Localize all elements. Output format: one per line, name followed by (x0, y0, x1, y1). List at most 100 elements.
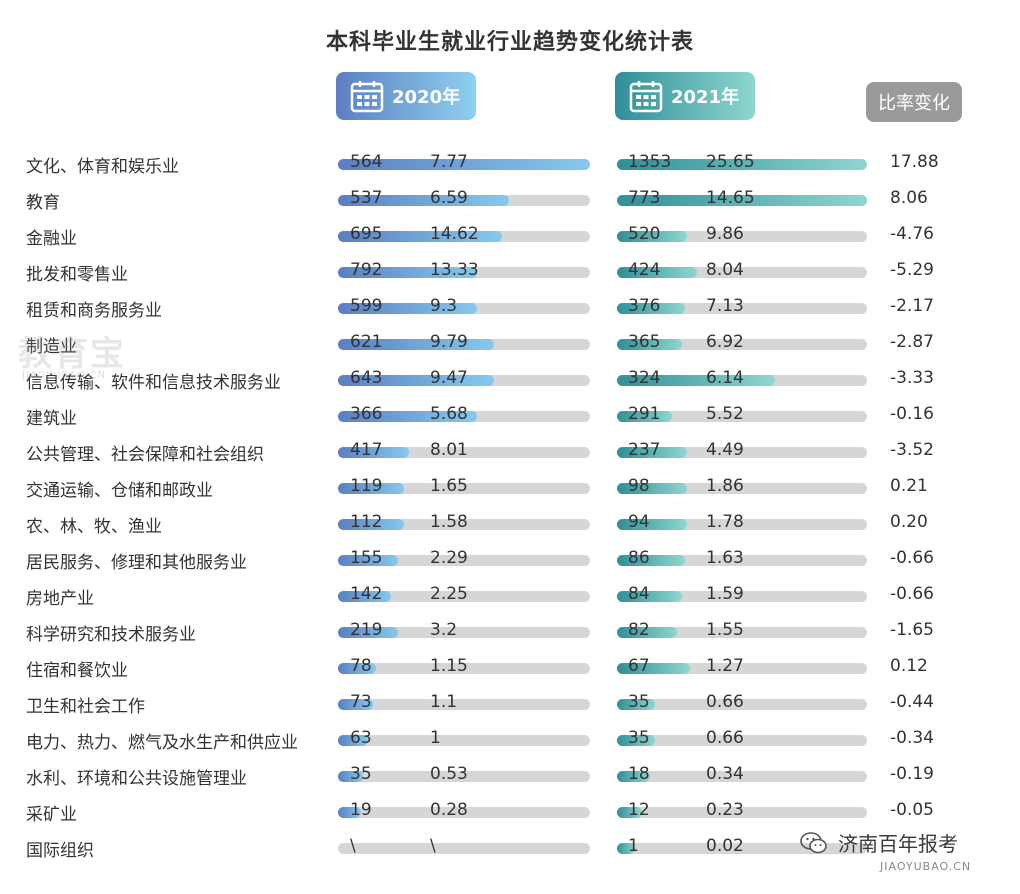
bar-2021 (617, 231, 687, 242)
brand-signature: 济南百年报考 (800, 828, 958, 857)
table-row: 教育 537 6.59 773 14.65 8.06 (0, 182, 1020, 218)
percent-2021-label: 0.34 (706, 764, 744, 784)
count-2020-label: 155 (350, 548, 383, 568)
change-value-label: 0.20 (890, 512, 928, 532)
percent-2021-label: 1.55 (706, 620, 744, 640)
bar-2020 (338, 627, 399, 638)
category-label: 信息传输、软件和信息技术服务业 (26, 373, 281, 393)
percent-2021-label: 0.23 (706, 800, 744, 820)
count-2020-label: 564 (350, 152, 383, 172)
change-value-label: -0.34 (890, 728, 934, 748)
bar-track-2021 (617, 231, 867, 242)
table-row: 制造业 621 9.79 365 6.92 -2.87 (0, 326, 1020, 362)
bar-track-2021 (617, 483, 867, 494)
bar-track-2021 (617, 339, 867, 350)
count-2021-label: 376 (628, 296, 661, 316)
bar-track-2020 (338, 591, 590, 602)
category-label: 建筑业 (26, 409, 77, 429)
percent-2020-label: 9.47 (430, 368, 468, 388)
bar-2021 (617, 339, 682, 350)
count-2020-label: 417 (350, 440, 383, 460)
count-2020-label: 599 (350, 296, 383, 316)
count-2020-label: 537 (350, 188, 383, 208)
category-label: 电力、热力、燃气及水生产和供应业 (26, 733, 298, 753)
change-value-label: 17.88 (890, 152, 939, 172)
bar-track-2020 (338, 159, 590, 170)
bar-2021 (617, 159, 867, 170)
percent-2020-label: 3.2 (430, 620, 458, 640)
category-label: 采矿业 (26, 805, 77, 825)
bar-track-2021 (617, 627, 867, 638)
bar-track-2021 (617, 843, 867, 854)
count-2020-label: 792 (350, 260, 383, 280)
watermark-text: 教育宝 (18, 334, 126, 374)
percent-2020-label: 1 (430, 728, 441, 748)
category-label: 租赁和商务服务业 (26, 301, 162, 321)
count-2020-label: 142 (350, 584, 383, 604)
calendar-icon (629, 81, 663, 113)
percent-2021-label: 4.49 (706, 440, 744, 460)
count-2021-label: 86 (628, 548, 650, 568)
count-2020-label: 695 (350, 224, 383, 244)
bar-2021 (617, 627, 677, 638)
category-label: 居民服务、修理和其他服务业 (26, 553, 247, 573)
bar-2020 (338, 699, 374, 710)
bar-track-2021 (617, 447, 867, 458)
bar-2021 (617, 519, 687, 530)
count-2021-label: 82 (628, 620, 650, 640)
wechat-icon (800, 831, 827, 853)
table-row: 水利、环境和公共设施管理业 35 0.53 18 0.34 -0.19 (0, 758, 1020, 794)
bar-track-2020 (338, 411, 590, 422)
bar-track-2020 (338, 843, 590, 854)
bar-2020 (338, 735, 369, 746)
count-2021-label: 18 (628, 764, 650, 784)
bar-2021 (617, 843, 635, 854)
chart-title: 本科毕业生就业行业趋势变化统计表 (325, 30, 694, 55)
category-label: 批发和零售业 (26, 265, 128, 285)
category-label: 公共管理、社会保障和社会组织 (26, 445, 264, 465)
brand-label: 济南百年报考 (838, 832, 958, 856)
count-2021-label: 365 (628, 332, 661, 352)
count-2021-label: 520 (628, 224, 661, 244)
count-2020-label: 112 (350, 512, 383, 532)
category-label: 交通运输、仓储和邮政业 (26, 481, 213, 501)
count-2020-label: 621 (350, 332, 383, 352)
table-row: 交通运输、仓储和邮政业 119 1.65 98 1.86 0.21 (0, 470, 1020, 506)
bar-2021 (617, 807, 642, 818)
percent-2020-label: 1.15 (430, 656, 468, 676)
percent-2020-label: 2.25 (430, 584, 468, 604)
change-value-label: -0.66 (890, 584, 934, 604)
percent-2020-label: 14.62 (430, 224, 479, 244)
bar-2020 (338, 375, 495, 386)
count-2021-label: 35 (628, 728, 650, 748)
percent-2020-label: 9.79 (430, 332, 468, 352)
count-2021-label: 1353 (628, 152, 672, 172)
count-2020-label: 643 (350, 368, 383, 388)
header-change-badge: 比率变化 (866, 82, 962, 122)
percent-2020-label: \ (430, 836, 436, 856)
bar-2020 (338, 555, 399, 566)
bar-track-2021 (617, 735, 867, 746)
bar-track-2021 (617, 699, 867, 710)
table-row: 建筑业 366 5.68 291 5.52 -0.16 (0, 398, 1020, 434)
table-row: 科学研究和技术服务业 219 3.2 82 1.55 -1.65 (0, 614, 1020, 650)
count-2020-label: 78 (350, 656, 372, 676)
table-row: 公共管理、社会保障和社会组织 417 8.01 237 4.49 -3.52 (0, 434, 1020, 470)
change-value-label: -0.19 (890, 764, 934, 784)
bar-track-2020 (338, 195, 590, 206)
count-2020-label: 73 (350, 692, 372, 712)
bar-track-2020 (338, 303, 590, 314)
table-row: 采矿业 19 0.28 12 0.23 -0.05 (0, 794, 1020, 830)
table-row: 农、林、牧、渔业 112 1.58 94 1.78 0.20 (0, 506, 1020, 542)
bar-2020 (338, 159, 590, 170)
bar-2020 (338, 519, 404, 530)
percent-2020-label: 2.29 (430, 548, 468, 568)
change-value-label: -0.16 (890, 404, 934, 424)
percent-2021-label: 1.63 (706, 548, 744, 568)
count-2021-label: 324 (628, 368, 661, 388)
count-2020-label: 63 (350, 728, 372, 748)
count-2020-label: 35 (350, 764, 372, 784)
bar-track-2021 (617, 195, 867, 206)
bar-2020 (338, 195, 510, 206)
percent-2021-label: 1.59 (706, 584, 744, 604)
